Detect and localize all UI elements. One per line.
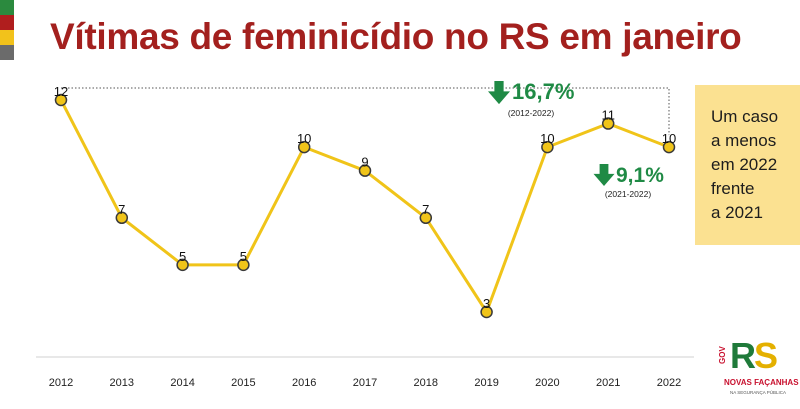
down-arrow-icon <box>593 164 615 187</box>
data-label: 10 <box>297 131 311 146</box>
data-point <box>176 258 189 272</box>
x-tick-label: 2019 <box>474 377 498 389</box>
x-tick-label: 2012 <box>49 377 73 389</box>
data-label: 5 <box>240 249 247 264</box>
series-line <box>59 99 670 314</box>
logo-letters: RS <box>730 335 778 376</box>
note-line: a 2021 <box>711 203 763 222</box>
data-label: 3 <box>483 296 490 311</box>
data-point <box>419 211 433 225</box>
rs-government-logo: GOV RS NOVAS FAÇANHAS NA SEGURANÇA PÚBLI… <box>718 335 799 404</box>
stripe-yellow <box>0 30 14 45</box>
data-label: 12 <box>54 84 68 99</box>
stripe-red <box>0 15 14 30</box>
logo-letter-r: R <box>730 335 756 376</box>
data-point <box>662 140 676 154</box>
data-label: 7 <box>118 202 125 217</box>
data-point <box>297 140 311 154</box>
data-label: 7 <box>422 202 429 217</box>
data-point <box>541 140 554 154</box>
data-point <box>237 258 250 272</box>
down-arrow-icon <box>488 81 510 105</box>
data-point <box>54 93 68 107</box>
change-period: (2021-2022) <box>605 189 651 199</box>
change-period: (2012-2022) <box>508 108 554 118</box>
x-tick-label: 2021 <box>596 377 620 389</box>
stripe-gray <box>0 45 14 60</box>
note-line: em 2022 <box>711 155 778 174</box>
note-line: frente <box>711 179 755 198</box>
data-point <box>358 164 372 177</box>
x-tick-label: 2014 <box>170 377 194 389</box>
change-percentage: 9,1% <box>616 164 664 187</box>
x-tick-label: 2015 <box>231 377 255 389</box>
logo-tagline: NOVAS FAÇANHAS <box>724 378 799 387</box>
change-percentage: 16,7% <box>512 79 574 104</box>
data-label: 9 <box>361 155 368 170</box>
comparison-bracket <box>61 87 670 136</box>
x-tick-label: 2013 <box>110 377 134 389</box>
x-tick-label: 2018 <box>414 377 438 389</box>
data-label: 5 <box>179 249 186 264</box>
data-label: 10 <box>540 131 554 146</box>
stripe-green <box>0 0 14 15</box>
logo-gov-text: GOV <box>718 346 727 364</box>
data-point <box>601 117 615 130</box>
x-tick-label: 2016 <box>292 377 316 389</box>
flag-stripes <box>0 0 14 60</box>
note-box: Um caso a menos em 2022 frente a 2021 <box>695 85 800 245</box>
data-label: 11 <box>601 108 615 123</box>
note-line: a menos <box>711 131 777 150</box>
page-title: Vítimas de feminicídio no RS em janeiro <box>50 16 742 57</box>
data-label: 10 <box>662 131 676 146</box>
data-point <box>115 211 129 225</box>
logo-letter-s: S <box>754 335 778 376</box>
logo-subtitle: NA SEGURANÇA PÚBLICA <box>730 390 787 395</box>
note-line: Um caso <box>711 107 779 126</box>
data-point <box>480 305 493 319</box>
x-tick-label: 2022 <box>657 377 681 389</box>
x-tick-label: 2017 <box>353 377 377 389</box>
x-tick-label: 2020 <box>535 377 559 389</box>
